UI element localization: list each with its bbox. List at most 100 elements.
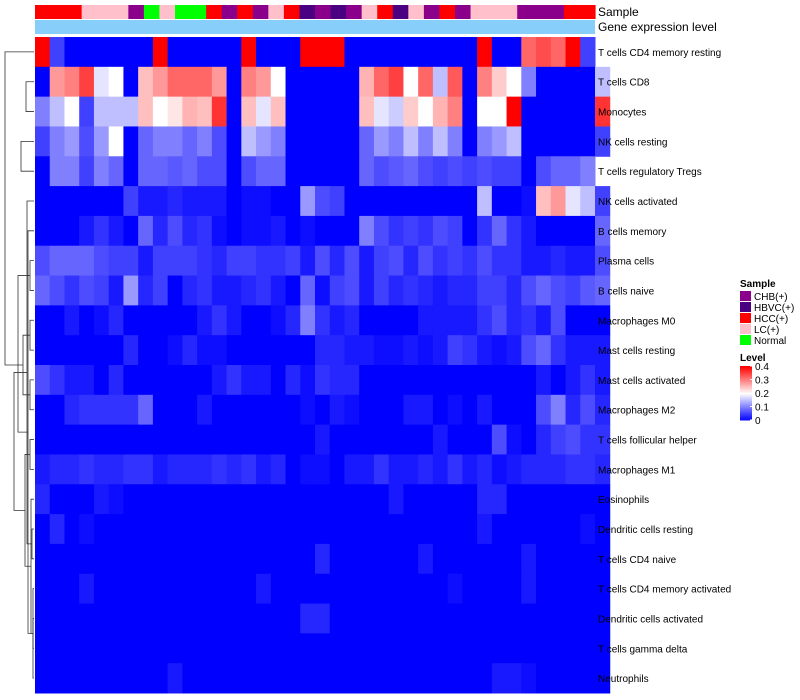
heatmap-cell: [462, 454, 478, 485]
heatmap-cell: [506, 66, 522, 98]
heatmap-cell: [182, 186, 198, 217]
heatmap-cell: [344, 454, 360, 485]
heatmap-cell: [344, 305, 360, 336]
heatmap-cell: [300, 514, 316, 545]
dendrogram-branch: [32, 588, 34, 679]
heatmap-cell: [138, 66, 154, 98]
sample-legend-title: Sample: [740, 279, 776, 290]
sample-annotation-cell: [175, 5, 192, 19]
heatmap-cell: [108, 394, 124, 426]
heatmap-cell: [270, 484, 287, 515]
level-gradient-segment: [740, 410, 752, 413]
heatmap-cell: [418, 394, 434, 426]
sample-legend-label: LC(+): [754, 325, 779, 336]
level-gradient-segment: [740, 382, 752, 385]
heatmap-cell: [79, 126, 95, 157]
heatmap-cell: [388, 663, 404, 694]
heatmap-cell: [49, 573, 65, 605]
heatmap-cell: [418, 603, 434, 634]
sample-annotation-title: Sample: [598, 5, 639, 19]
heatmap-cell: [580, 394, 596, 426]
heatmap-cell: [536, 37, 552, 68]
heatmap-cell: [197, 96, 213, 127]
sample-annotation-cell: [190, 5, 207, 19]
heatmap-cell: [138, 37, 154, 68]
heatmap-cell: [315, 573, 331, 605]
heatmap-cell: [329, 514, 345, 545]
heatmap-cell: [462, 365, 478, 396]
heatmap-cell: [64, 335, 80, 366]
heatmap-cell: [138, 394, 154, 426]
heatmap-cell: [167, 603, 183, 634]
sample-annotation-cell: [221, 5, 238, 19]
heatmap-cell: [373, 514, 390, 545]
heatmap-cell: [79, 305, 95, 336]
heatmap-cell: [123, 96, 139, 127]
heatmap-cell: [211, 245, 228, 277]
heatmap-cell: [447, 215, 463, 247]
heatmap-cell: [79, 543, 95, 575]
heatmap-cell: [182, 663, 198, 694]
heatmap-cell: [447, 394, 463, 426]
sample-annotation-cell: [66, 5, 83, 19]
heatmap-cell: [491, 186, 508, 217]
heatmap-cell: [285, 305, 301, 336]
heatmap-cell: [550, 394, 567, 426]
heatmap-cell: [123, 275, 139, 306]
heatmap-cell: [506, 186, 522, 217]
heatmap-cell: [536, 543, 552, 575]
heatmap-cell: [521, 37, 537, 68]
heatmap-cell: [167, 514, 183, 545]
heatmap-cell: [93, 156, 110, 187]
heatmap-cell: [329, 603, 345, 634]
heatmap-cell: [418, 573, 434, 605]
heatmap-cell: [49, 275, 65, 306]
heatmap-cell: [506, 37, 522, 68]
heatmap-cell: [432, 275, 449, 306]
heatmap-cell: [108, 633, 124, 664]
heatmap-cell: [167, 305, 183, 336]
heatmap-cell: [93, 663, 110, 694]
heatmap-cell: [388, 365, 404, 396]
heatmap-cell: [108, 96, 124, 127]
heatmap-cell: [580, 543, 596, 575]
heatmap-cell: [211, 215, 228, 247]
level-gradient-segment: [740, 379, 752, 382]
heatmap-cell: [403, 543, 419, 575]
heatmap-cell: [152, 543, 169, 575]
heatmap-cell: [123, 335, 139, 366]
heatmap-cell: [477, 543, 493, 575]
heatmap-cell: [167, 365, 183, 396]
heatmap-cell: [521, 424, 537, 455]
level-gradient-segment: [740, 401, 752, 403]
heatmap-cell: [550, 603, 567, 634]
heatmap-cell: [64, 305, 80, 336]
heatmap-cell: [285, 394, 301, 426]
heatmap-cell: [256, 96, 272, 127]
heatmap-cell: [359, 305, 375, 336]
heatmap-cell: [152, 66, 169, 98]
heatmap-cell: [565, 603, 581, 634]
heatmap-cell: [79, 275, 95, 306]
heatmap-cell: [226, 305, 242, 336]
heatmap-cell: [373, 305, 390, 336]
heatmap-cell: [256, 603, 272, 634]
level-gradient-segment: [740, 407, 752, 410]
sample-annotation-cell: [330, 5, 347, 19]
heatmap-cell: [123, 514, 139, 545]
heatmap-cell: [491, 156, 508, 187]
heatmap-cell: [477, 245, 493, 277]
heatmap-cell: [138, 424, 154, 455]
heatmap-cell: [241, 663, 257, 694]
heatmap-cell: [197, 633, 213, 664]
heatmap-cell: [595, 365, 611, 396]
heatmap-cell: [432, 424, 449, 455]
heatmap-cell: [388, 633, 404, 664]
heatmap-cell: [108, 66, 124, 98]
heatmap-cell: [359, 633, 375, 664]
sample-annotation-cell: [501, 5, 518, 19]
heatmap-cell: [388, 96, 404, 127]
heatmap-cell: [359, 275, 375, 306]
heatmap-cell: [595, 663, 611, 694]
dendrogram-branch: [4, 51, 34, 366]
